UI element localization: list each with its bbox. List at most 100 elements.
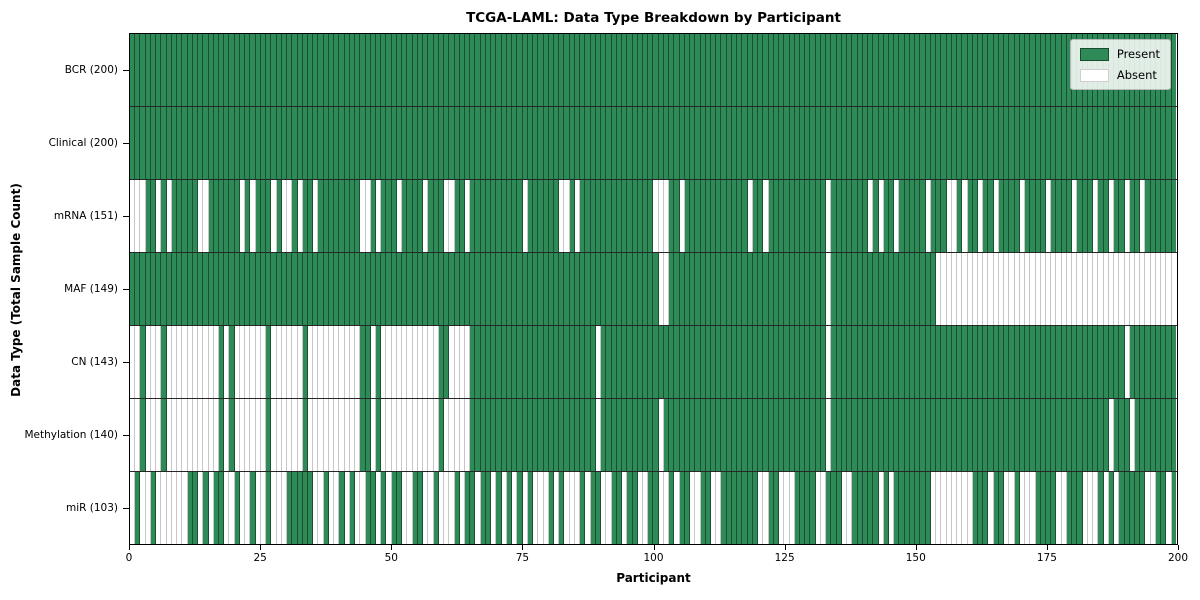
- cell-Methylation-155: [941, 399, 947, 471]
- cell-Methylation-195: [1150, 399, 1156, 471]
- cell-Clinical-13: [198, 107, 204, 179]
- cell-CN-123: [773, 326, 780, 398]
- cell-CN-141: [868, 326, 874, 398]
- cell-miR-134: [831, 472, 837, 544]
- cell-miR-80: [548, 472, 554, 544]
- cell-BCR-33: [302, 34, 308, 106]
- cell-mRNA-58: [433, 180, 439, 252]
- cell-mRNA-131: [815, 180, 821, 252]
- cell-CN-177: [1056, 326, 1062, 398]
- cell-Clinical-162: [977, 107, 984, 179]
- cell-BCR-162: [977, 34, 984, 106]
- cell-miR-180: [1072, 472, 1078, 544]
- cell-mRNA-40: [339, 180, 345, 252]
- cell-miR-41: [344, 472, 350, 544]
- cell-BCR-96: [632, 34, 638, 106]
- cell-miR-183: [1087, 472, 1094, 544]
- cell-MAF-29: [281, 253, 288, 325]
- cell-Clinical-191: [1129, 107, 1135, 179]
- cell-Clinical-178: [1061, 107, 1067, 179]
- cell-Methylation-130: [810, 399, 816, 471]
- cell-MAF-65: [470, 253, 476, 325]
- cell-MAF-38: [328, 253, 335, 325]
- cell-MAF-80: [548, 253, 554, 325]
- cell-BCR-4: [150, 34, 157, 106]
- cell-MAF-86: [580, 253, 586, 325]
- cell-CN-155: [941, 326, 947, 398]
- cell-BCR-78: [538, 34, 544, 106]
- cell-miR-74: [517, 472, 523, 544]
- cell-Methylation-2: [140, 399, 146, 471]
- cell-miR-190: [1124, 472, 1130, 544]
- cell-Clinical-174: [1040, 107, 1047, 179]
- cell-mRNA-31: [292, 180, 298, 252]
- cell-BCR-153: [930, 34, 937, 106]
- cell-BCR-128: [800, 34, 806, 106]
- x-tick-label-0: 0: [125, 552, 133, 564]
- cell-CN-136: [841, 326, 848, 398]
- cell-Clinical-10: [182, 107, 188, 179]
- cell-Clinical-78: [538, 107, 544, 179]
- cell-CN-122: [768, 326, 774, 398]
- cell-Clinical-192: [1135, 107, 1141, 179]
- cell-miR-122: [768, 472, 774, 544]
- cell-mRNA-23: [250, 180, 256, 252]
- cell-MAF-28: [276, 253, 282, 325]
- y-tick-label-CN: CN (143): [71, 356, 118, 369]
- cell-mRNA-187: [1108, 180, 1115, 252]
- cell-miR-109: [700, 472, 706, 544]
- absent-swatch: [1079, 68, 1109, 82]
- cell-Clinical-68: [485, 107, 492, 179]
- cell-mRNA-66: [475, 180, 481, 252]
- cell-CN-101: [658, 326, 664, 398]
- cell-Clinical-102: [663, 107, 670, 179]
- cell-miR-188: [1114, 472, 1120, 544]
- cell-miR-197: [1161, 472, 1167, 544]
- y-tick-mark-mRNA: [123, 215, 129, 217]
- cell-Methylation-64: [465, 399, 471, 471]
- cell-Clinical-88: [590, 107, 596, 179]
- cell-MAF-178: [1061, 253, 1067, 325]
- present-swatch: [1079, 47, 1109, 61]
- cell-CN-7: [166, 326, 172, 398]
- cell-CN-109: [700, 326, 706, 398]
- cell-CN-172: [1030, 326, 1036, 398]
- cell-mRNA-46: [370, 180, 377, 252]
- cell-Clinical-76: [527, 107, 534, 179]
- cell-CN-79: [543, 326, 549, 398]
- cell-CN-25: [260, 326, 267, 398]
- cell-BCR-102: [663, 34, 670, 106]
- cell-miR-55: [417, 472, 424, 544]
- cell-Methylation-179: [1066, 399, 1073, 471]
- cell-Methylation-71: [501, 399, 507, 471]
- cell-Clinical-95: [627, 107, 633, 179]
- cell-BCR-77: [533, 34, 539, 106]
- cell-miR-69: [491, 472, 497, 544]
- cell-BCR-89: [595, 34, 602, 106]
- cell-Methylation-110: [705, 399, 712, 471]
- cell-Clinical-182: [1082, 107, 1088, 179]
- cell-Methylation-66: [475, 399, 481, 471]
- cell-MAF-196: [1155, 253, 1162, 325]
- cell-mRNA-193: [1140, 180, 1146, 252]
- cell-mRNA-29: [281, 180, 288, 252]
- cell-Methylation-69: [491, 399, 497, 471]
- cell-miR-151: [920, 472, 926, 544]
- cell-mRNA-59: [438, 180, 445, 252]
- cell-mRNA-159: [962, 180, 968, 252]
- cell-CN-66: [475, 326, 481, 398]
- cell-CN-50: [391, 326, 397, 398]
- cell-MAF-142: [873, 253, 879, 325]
- cell-MAF-122: [768, 253, 774, 325]
- cell-CN-87: [585, 326, 591, 398]
- cell-BCR-135: [836, 34, 842, 106]
- cell-Clinical-147: [899, 107, 905, 179]
- cell-Methylation-61: [449, 399, 455, 471]
- cell-Clinical-176: [1051, 107, 1057, 179]
- cell-MAF-175: [1046, 253, 1052, 325]
- cell-miR-66: [475, 472, 481, 544]
- cell-Clinical-185: [1098, 107, 1104, 179]
- cell-BCR-59: [438, 34, 445, 106]
- cell-BCR-63: [459, 34, 465, 106]
- cell-miR-185: [1098, 472, 1104, 544]
